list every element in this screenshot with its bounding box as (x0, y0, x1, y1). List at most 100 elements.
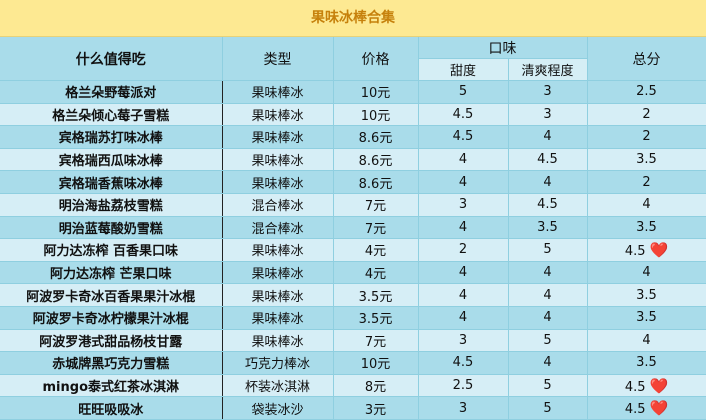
sweetness-cell-text: 4 (458, 219, 468, 235)
total-cell: 4 (587, 261, 706, 285)
type-cell-text: 果味棒冰 (251, 131, 304, 147)
type-cell-text: 果味棒冰 (251, 312, 304, 328)
table-row: 宾格瑞香蕉味冰棒 果味棒冰 8.6元 4 4 2 (0, 170, 706, 194)
price-cell-text: 7元 (364, 334, 387, 350)
header-sweetness: 甜度 (418, 58, 509, 81)
total-cell: 2 (587, 170, 706, 194)
sweetness-cell: 3 (418, 329, 509, 353)
type-cell: 果味棒冰 (222, 170, 334, 194)
price-cell: 10元 (333, 103, 419, 127)
heart-icon: ❤️ (649, 376, 669, 395)
table-row: 赤城牌黑巧克力雪糕 巧克力棒冰 10元 4.5 4 3.5 (0, 351, 706, 375)
sweetness-cell: 4 (418, 148, 509, 172)
total-cell-text: 4.5 (624, 379, 646, 395)
freshness-cell: 5 (508, 238, 588, 262)
type-cell: 混合棒冰 (222, 193, 334, 217)
price-cell: 4元 (333, 238, 419, 262)
type-cell-text: 混合棒冰 (251, 221, 304, 237)
table-row: 明治海盐荔枝雪糕 混合棒冰 7元 3 4.5 4 (0, 193, 706, 217)
price-cell-text: 4元 (364, 267, 387, 283)
table-row: 阿力达冻榨 百香果口味 果味棒冰 4元 2 5 4.5 ❤️ (0, 238, 706, 262)
freshness-cell: 4 (508, 351, 588, 375)
total-cell: 4.5 ❤️ (587, 374, 706, 398)
price-cell: 8.6元 (333, 148, 419, 172)
name-cell: 宾格瑞西瓜味冰棒 (0, 148, 223, 172)
name-cell: 阿波罗港式甜品杨枝甘露 (0, 329, 223, 353)
name-cell: mingo泰式红茶冰淇淋 (0, 374, 223, 398)
sweetness-cell-text: 4.5 (452, 106, 474, 122)
name-cell-text: 宾格瑞苏打味冰棒 (58, 131, 163, 147)
sweetness-cell: 4 (418, 283, 509, 307)
total-cell: 3.5 (587, 351, 706, 375)
freshness-cell-text: 5 (543, 400, 552, 416)
sweetness-cell-text: 5 (458, 84, 468, 100)
price-cell: 4元 (333, 261, 419, 285)
freshness-cell: 3 (508, 103, 588, 127)
price-cell-text: 8.6元 (358, 154, 393, 170)
type-cell: 混合棒冰 (222, 216, 334, 240)
total-cell-text: 4.5 (624, 402, 646, 418)
price-cell: 10元 (333, 351, 419, 375)
type-cell: 果味棒冰 (222, 283, 334, 307)
table-row: 明治蓝莓酸奶雪糕 混合棒冰 7元 4 3.5 3.5 (0, 216, 706, 240)
type-cell-text: 巧克力棒冰 (244, 357, 310, 373)
price-cell-text: 10元 (360, 357, 391, 373)
heart-icon: ❤️ (649, 399, 669, 418)
freshness-cell: 4.5 (508, 148, 588, 172)
freshness-cell: 4 (508, 261, 588, 285)
sweetness-cell: 3 (418, 193, 509, 217)
freshness-cell: 3.5 (508, 216, 588, 240)
type-cell-text: 果味棒冰 (251, 267, 304, 283)
type-cell: 果味棒冰 (222, 306, 334, 330)
type-cell-text: 混合棒冰 (251, 199, 304, 215)
type-cell: 杯装冰淇淋 (222, 374, 334, 398)
total-cell: 3.5 (587, 216, 706, 240)
freshness-cell: 3 (508, 80, 588, 104)
header-taste: 口味 (418, 37, 588, 59)
total-cell: 4.5 ❤️ (587, 396, 706, 420)
name-cell: 格兰朵野莓派对 (0, 80, 223, 104)
freshness-cell: 5 (508, 396, 588, 420)
total-cell-text: 3.5 (636, 355, 657, 371)
sweetness-cell-text: 3 (458, 400, 468, 416)
name-cell: 阿波罗卡奇冰柠檬果汁冰棍 (0, 306, 223, 330)
name-cell: 阿力达冻榨 百香果口味 (0, 238, 223, 262)
total-cell: 3.5 (587, 148, 706, 172)
sweetness-cell: 4.5 (418, 103, 509, 127)
price-cell: 10元 (333, 80, 419, 104)
freshness-cell-text: 4 (543, 355, 552, 371)
name-cell-text: 阿波罗卡奇冰柠檬果汁冰棍 (32, 312, 189, 328)
total-cell: 4 (587, 329, 706, 353)
type-cell: 果味棒冰 (222, 148, 334, 172)
freshness-cell: 4 (508, 306, 588, 330)
total-cell-text: 4 (642, 332, 651, 348)
name-cell-text: 阿波罗卡奇冰百香果果汁冰棍 (26, 289, 196, 305)
price-cell-text: 3.5元 (358, 312, 393, 328)
freshness-cell: 4 (508, 283, 588, 307)
sweetness-cell: 2 (418, 238, 509, 262)
total-cell: 2 (587, 103, 706, 127)
table-title: 果味冰棒合集 (0, 0, 706, 37)
total-cell-text: 3.5 (636, 310, 657, 326)
sweetness-cell-text: 4.5 (452, 129, 474, 145)
name-cell-text: 赤城牌黑巧克力雪糕 (52, 357, 170, 373)
price-cell: 3.5元 (333, 306, 419, 330)
type-cell-text: 果味棒冰 (251, 244, 304, 260)
freshness-cell-text: 3 (543, 106, 552, 122)
price-cell-text: 7元 (364, 199, 387, 215)
header-freshness: 清爽程度 (508, 58, 588, 81)
name-cell-text: 阿力达冻榨 百香果口味 (43, 244, 179, 260)
total-cell-text: 3.5 (636, 287, 657, 303)
type-cell-text: 果味棒冰 (251, 86, 304, 102)
table-row: 阿波罗卡奇冰柠檬果汁冰棍 果味棒冰 3.5元 4 4 3.5 (0, 306, 706, 330)
price-cell: 3元 (333, 396, 419, 420)
sweetness-cell-text: 4 (458, 310, 468, 326)
total-cell: 3.5 (587, 283, 706, 307)
price-cell-text: 4元 (364, 244, 387, 260)
header-type: 类型 (222, 37, 334, 81)
ranking-table: 什么值得吃 类型 价格 口味 总分 甜度 清爽程度 格兰朵野莓派对 果味棒冰 10元… (0, 37, 706, 420)
sweetness-cell: 4 (418, 216, 509, 240)
sweetness-cell-text: 3 (458, 197, 468, 213)
header-name: 什么值得吃 (0, 37, 223, 81)
total-cell: 4.5 ❤️ (587, 238, 706, 262)
